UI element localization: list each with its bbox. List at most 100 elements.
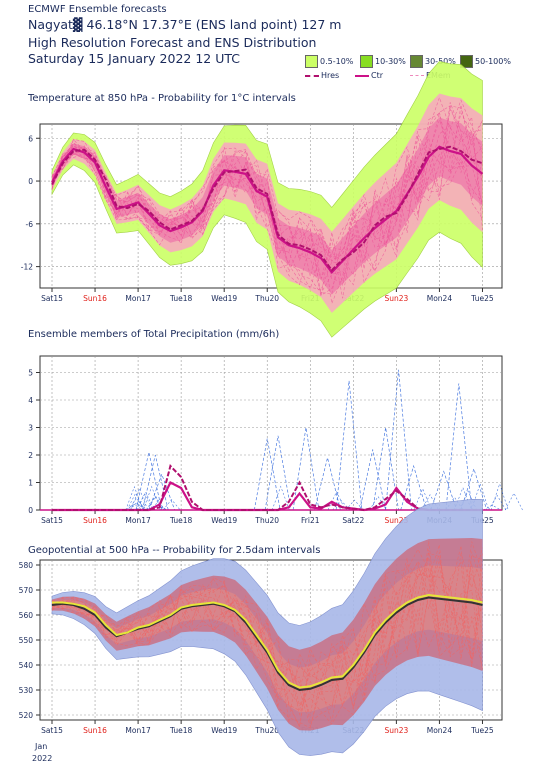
ensemble-member-line [51, 541, 483, 728]
x-tick-label: Sun23 [384, 516, 408, 525]
ensemble-member-line [130, 487, 149, 511]
ensemble-member-line [51, 560, 483, 716]
ensemble-member-line [400, 464, 427, 511]
y-tick-label: 530 [19, 686, 34, 695]
ensemble-member-line [490, 482, 509, 511]
ensemble-member-line [51, 544, 483, 728]
year-note-month: Jan [35, 742, 48, 751]
ensemble-member-line [292, 427, 320, 511]
ensemble-member-line [372, 427, 399, 511]
ensemble-member-line [51, 561, 483, 702]
hres-line [52, 464, 483, 512]
ensemble-member-line [335, 380, 363, 511]
ensemble-member-line [253, 438, 281, 511]
ensemble-member-line [51, 569, 483, 728]
x-tick-label: Mon24 [427, 516, 453, 525]
ensemble-member-line [51, 559, 483, 723]
panel-3: Sat15 Sun16 Mon17 Tue18 Wed19 Thu20 Fri21 Sat22… [19, 498, 503, 756]
ensemble-member-line [51, 105, 483, 296]
x-tick-label: Sun16 [83, 516, 107, 525]
hres-line [52, 593, 483, 689]
ensemble-member-line [125, 485, 144, 511]
y-tick-label: 550 [19, 636, 34, 645]
x-tick-label: Thu20 [254, 516, 279, 525]
y-tick-label: 570 [19, 586, 34, 595]
ensemble-member-line [51, 108, 483, 255]
ensemble-member-line [51, 112, 483, 297]
ensemble-member-line [345, 499, 364, 511]
y-tick-label: 520 [19, 711, 34, 720]
x-tick-label: Sat15 [41, 516, 63, 525]
ensemble-member-line [135, 493, 154, 511]
ensemble-member-line [445, 383, 473, 511]
probability-band [51, 498, 483, 756]
ensemble-member-line [51, 102, 483, 305]
temperature-panel-title: Temperature at 850 hPa - Probability for… [28, 93, 296, 104]
x-tick-label: Sun23 [384, 726, 408, 735]
ensemble-member-line [162, 499, 181, 511]
ensemble-member-line [142, 485, 161, 511]
y-tick-label: 4 [28, 396, 33, 405]
legend-bin-1: 0.5-10% [305, 55, 353, 68]
x-tick-label: Sat22 [342, 726, 364, 735]
legend-bin-4: 50-100% [460, 55, 511, 68]
x-tick-label: Tue25 [470, 726, 494, 735]
x-tick-label: Sun16 [83, 726, 107, 735]
x-tick-label: Tue18 [169, 294, 193, 303]
ensemble-member-line [483, 504, 501, 511]
ensemble-member-line [127, 497, 146, 511]
y-tick-label: 3 [28, 424, 33, 433]
legend-emem: EMem [410, 71, 451, 80]
ensemble-member-line [332, 500, 351, 511]
ensemble-member-line [149, 505, 167, 511]
ensemble-member-line [51, 99, 483, 277]
location-title: Nagyat▓ 46.18°N 17.37°E (ENS land point)… [28, 17, 342, 32]
ensemble-member-line [51, 552, 483, 722]
ensemble-member-line [51, 545, 483, 725]
ensemble-member-line [135, 452, 163, 511]
ensemble-member-line [149, 501, 167, 511]
probability-band [52, 565, 483, 713]
y-tick-label: 560 [19, 611, 34, 620]
ensemble-member-line [51, 541, 483, 711]
ensemble-member-line [271, 485, 290, 511]
x-tick-label: Thu20 [254, 294, 279, 303]
ensemble-member-line [430, 470, 457, 511]
hres-line [51, 145, 483, 272]
ensemble-member-line [385, 369, 412, 511]
precipitation-panel-title: Ensemble members of Total Precipitation … [28, 329, 280, 340]
ensemble-member-line [51, 549, 483, 708]
x-tick-label: Sat22 [342, 516, 364, 525]
probability-band [52, 93, 483, 313]
ensemble-member-line [471, 482, 490, 511]
ensemble-member-line [129, 500, 147, 511]
ctr-line [51, 596, 483, 692]
ensemble-member-line [51, 96, 483, 291]
x-tick-label: Sat15 [41, 726, 63, 735]
x-tick-label: Tue25 [470, 294, 494, 303]
legend-ctr: Ctr [355, 71, 383, 80]
product-title: ECMWF Ensemble forecasts [28, 4, 167, 15]
ensemble-member-line [126, 492, 145, 511]
y-tick-label: 6 [28, 134, 33, 143]
ctr-line [52, 481, 483, 512]
ensemble-member-line [460, 467, 488, 511]
plot-frame [39, 355, 503, 511]
x-tick-label: Wed19 [211, 726, 237, 735]
ensemble-member-line [136, 491, 155, 511]
ensemble-member-line [146, 495, 165, 511]
legend-bin-2: 10-30% [360, 55, 406, 68]
x-tick-label: Wed19 [211, 516, 237, 525]
geopotential-panel-title: Geopotential at 500 hPa -- Probability f… [28, 545, 321, 556]
probability-band [52, 538, 483, 731]
y-tick-label: 2 [28, 451, 33, 460]
ensemble-member-line [51, 129, 483, 266]
ensemble-member-line [51, 105, 483, 274]
ensemble-member-line [413, 487, 432, 511]
ensemble-member-line [314, 457, 341, 511]
ensemble-member-line [445, 496, 464, 511]
ensemble-member-line [51, 548, 483, 729]
probability-band [52, 117, 483, 295]
y-tick-label: 1 [28, 479, 33, 488]
y-tick-label: 0 [28, 177, 33, 186]
